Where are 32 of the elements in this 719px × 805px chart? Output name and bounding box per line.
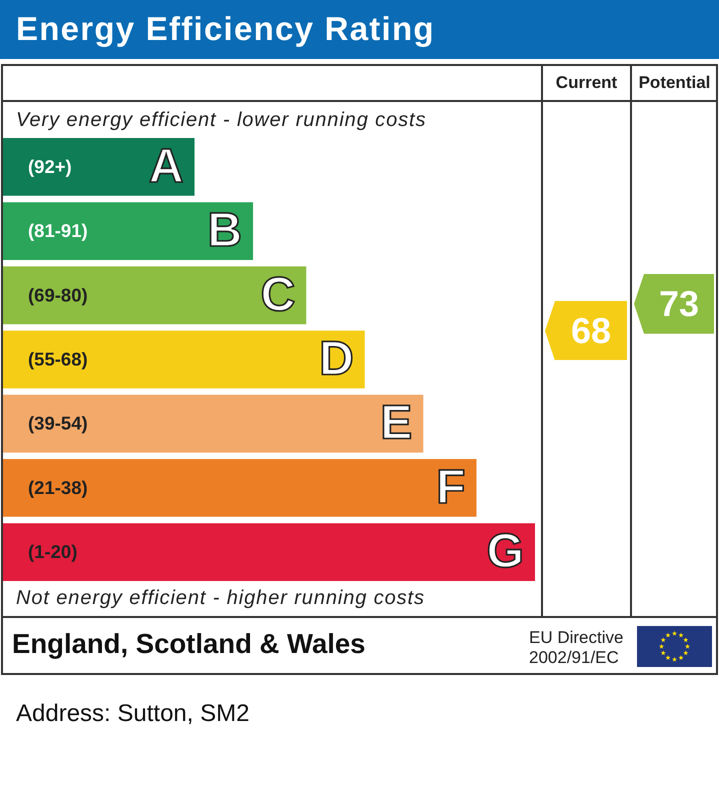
- annotation: (39-54): [28, 412, 88, 434]
- chart-title: Energy Efficiency Rating: [16, 10, 435, 47]
- text: Current: [554, 73, 618, 92]
- bar: [3, 394, 424, 453]
- annotation: (1-20): [28, 541, 78, 562]
- bar: [3, 523, 535, 581]
- text: EU Directive: [529, 628, 624, 647]
- y-tick-label: F: [436, 460, 466, 514]
- y-tick-label: A: [148, 140, 184, 193]
- bar: [3, 266, 306, 324]
- y-tick-label: D: [319, 332, 354, 386]
- text: Not energy efficient - higher running costs: [16, 587, 425, 609]
- text: Very energy efficient - lower running costs: [16, 109, 426, 131]
- y-tick-label: E: [380, 396, 412, 450]
- annotation: (69-80): [28, 284, 88, 306]
- annotation: (81-91): [28, 220, 88, 242]
- y-tick-label: C: [260, 268, 296, 322]
- text: Address: Sutton, SM2: [16, 700, 250, 727]
- text: 68: [570, 310, 612, 351]
- annotation: (21-38): [28, 476, 88, 498]
- y-tick-label: B: [207, 204, 242, 258]
- annotation: (55-68): [28, 348, 88, 370]
- bar: [3, 202, 254, 260]
- text: 2002/91/EC: [529, 648, 619, 667]
- bar: [3, 459, 476, 517]
- annotation: (92+): [28, 156, 72, 177]
- bar: [3, 330, 365, 388]
- text: 73: [658, 282, 700, 324]
- y-tick-label: G: [486, 525, 524, 578]
- bar: [3, 138, 195, 196]
- text: England, Scotland & Wales: [12, 628, 366, 659]
- text: Potential: [638, 73, 712, 92]
